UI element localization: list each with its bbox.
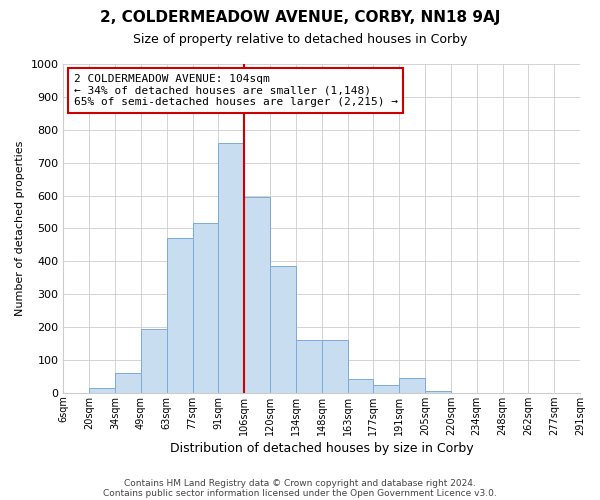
Y-axis label: Number of detached properties: Number of detached properties (15, 140, 25, 316)
Bar (399, 378, 425, 393)
X-axis label: Distribution of detached houses by size in Corby: Distribution of detached houses by size … (170, 442, 473, 455)
Bar (193, 224, 218, 393)
Bar (115, 373, 141, 393)
Text: 2 COLDERMEADOW AVENUE: 104sqm
← 34% of detached houses are smaller (1,148)
65% o: 2 COLDERMEADOW AVENUE: 104sqm ← 34% of d… (74, 74, 398, 107)
Bar (218, 143, 244, 393)
Bar (270, 266, 296, 393)
Bar (244, 197, 270, 393)
Bar (141, 328, 167, 393)
Bar (322, 340, 347, 393)
Bar (347, 379, 373, 393)
Bar (167, 238, 193, 393)
Bar (296, 340, 322, 393)
Text: Contains public sector information licensed under the Open Government Licence v3: Contains public sector information licen… (103, 488, 497, 498)
Text: Contains HM Land Registry data © Crown copyright and database right 2024.: Contains HM Land Registry data © Crown c… (124, 478, 476, 488)
Bar (425, 391, 451, 393)
Bar (373, 384, 399, 393)
Text: Size of property relative to detached houses in Corby: Size of property relative to detached ho… (133, 32, 467, 46)
Bar (89, 388, 115, 393)
Text: 2, COLDERMEADOW AVENUE, CORBY, NN18 9AJ: 2, COLDERMEADOW AVENUE, CORBY, NN18 9AJ (100, 10, 500, 25)
